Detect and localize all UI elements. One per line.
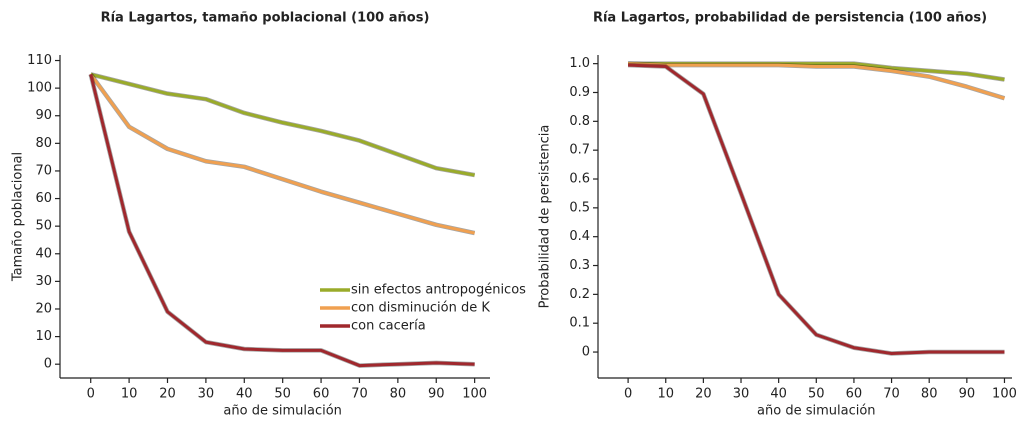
y-tick-label: 60 [35, 191, 52, 206]
x-tick-label: 90 [959, 387, 976, 402]
y-axis-label: Tamaño poblacional [11, 152, 26, 282]
x-tick-label: 20 [159, 387, 176, 402]
x-tick-label: 60 [846, 387, 863, 402]
y-axis-label: Probabilidad de persistencia [538, 125, 553, 309]
x-tick-label: 60 [313, 387, 330, 402]
y-tick-label: 0.5 [569, 200, 590, 215]
x-tick-label: 100 [462, 387, 487, 402]
x-tick-label: 40 [236, 387, 253, 402]
series-line [90, 72, 475, 177]
series-line-outline [88, 72, 476, 236]
series-line [628, 62, 1005, 100]
y-tick-label: 100 [27, 81, 52, 96]
chart-title: Ría Lagartos, probabilidad de persistenc… [593, 11, 987, 26]
x-tick-label: 80 [390, 387, 407, 402]
y-tick-label: 0.9 [569, 85, 590, 100]
x-tick-label: 70 [883, 387, 900, 402]
x-tick-label: 30 [733, 387, 750, 402]
y-tick-label: 0.8 [569, 114, 590, 129]
y-tick-label: 0.2 [569, 287, 590, 302]
y-tick-label: 0.4 [569, 229, 590, 244]
y-tick-label: 110 [27, 53, 52, 68]
y-tick-label: 30 [35, 274, 52, 289]
y-tick-label: 0.6 [569, 172, 590, 187]
x-tick-label: 80 [921, 387, 938, 402]
y-tick-label: 0 [44, 357, 52, 372]
y-tick-label: 1.0 [569, 56, 590, 71]
x-tick-label: 30 [198, 387, 215, 402]
x-tick-label: 0 [87, 387, 95, 402]
series-line [89, 73, 475, 235]
x-tick-label: 0 [624, 387, 632, 402]
legend-label: sin efectos antropogénicos [351, 283, 526, 298]
series-line-outline [628, 62, 1005, 356]
series-line [89, 73, 475, 368]
legend-label: con cacería [351, 319, 426, 334]
y-tick-label: 40 [35, 246, 52, 261]
x-tick-label: 100 [992, 387, 1017, 402]
y-tick-label: 10 [35, 329, 52, 344]
x-tick-label: 10 [657, 387, 674, 402]
x-tick-label: 40 [770, 387, 787, 402]
y-tick-label: 0.1 [569, 316, 590, 331]
y-tick-label: 50 [35, 219, 52, 234]
x-tick-label: 10 [121, 387, 138, 402]
y-tick-label: 20 [35, 301, 52, 316]
x-tick-label: 20 [695, 387, 712, 402]
y-tick-label: 0.7 [569, 143, 590, 158]
y-tick-label: 90 [35, 108, 52, 123]
chart-title: Ría Lagartos, tamaño poblacional (100 añ… [101, 11, 430, 26]
x-tick-label: 90 [428, 387, 445, 402]
x-tick-label: 50 [274, 387, 291, 402]
y-tick-label: 80 [35, 136, 52, 151]
y-tick-label: 0.3 [569, 258, 590, 273]
y-tick-label: 0 [582, 345, 590, 360]
legend-label: con disminución de K [351, 301, 490, 316]
x-tick-label: 70 [351, 387, 368, 402]
series-line [628, 63, 1005, 355]
x-axis-label: año de simulación [223, 404, 342, 419]
x-tick-label: 50 [808, 387, 825, 402]
x-axis-label: año de simulación [757, 404, 876, 419]
y-tick-label: 70 [35, 163, 52, 178]
